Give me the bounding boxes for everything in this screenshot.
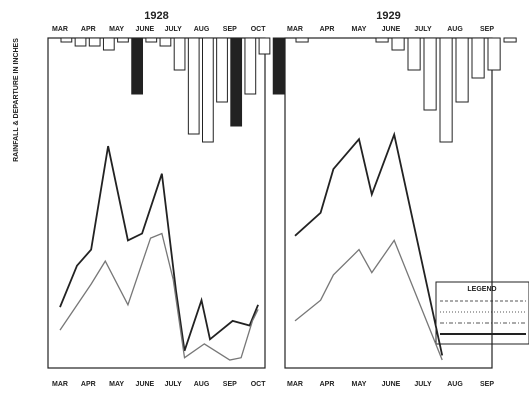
bar <box>102 37 115 51</box>
x-tick-label-top: AUG <box>194 26 210 33</box>
x-tick-label: OCT <box>251 381 267 388</box>
bar <box>503 37 517 43</box>
panel-title: 1929 <box>376 10 400 22</box>
x-tick-label-top: SEP <box>480 26 494 33</box>
bar <box>117 37 129 43</box>
bar <box>407 37 421 71</box>
x-tick-label: MAR <box>287 381 303 388</box>
bar <box>173 37 186 71</box>
bar <box>60 37 73 43</box>
x-tick-label-top: OCT <box>251 26 267 33</box>
x-tick-label: AUG <box>194 381 210 388</box>
line <box>59 232 259 361</box>
bar <box>230 37 243 127</box>
legend: LEGEND <box>435 281 529 345</box>
x-tick-label-top: MAR <box>52 26 68 33</box>
x-tick-label-top: APR <box>320 26 335 33</box>
x-tick-label-top: JUNE <box>382 26 401 33</box>
x-tick-label: JULY <box>414 381 432 388</box>
x-tick-label: JUNE <box>382 381 401 388</box>
bar <box>131 37 144 95</box>
x-tick-label: JUNE <box>136 381 155 388</box>
bar <box>295 37 309 43</box>
bar <box>202 37 214 143</box>
x-tick-label-top: JUNE <box>136 26 155 33</box>
x-tick-label: APR <box>320 381 335 388</box>
bar <box>258 37 271 55</box>
x-tick-label: SEP <box>223 381 237 388</box>
bar <box>74 37 87 47</box>
x-tick-label: MAY <box>352 381 367 388</box>
x-tick-label-top: MAY <box>352 26 367 33</box>
x-tick-label-top: APR <box>81 26 96 33</box>
bar <box>487 37 501 71</box>
legend-title: LEGEND <box>467 286 496 293</box>
x-tick-label: JULY <box>165 381 183 388</box>
x-tick-label: AUG <box>447 381 463 388</box>
x-tick-label-top: MAY <box>109 26 124 33</box>
x-tick-label-top: JULY <box>414 26 432 33</box>
bar <box>391 37 405 51</box>
line <box>59 145 259 352</box>
bar <box>88 37 101 47</box>
bar <box>159 37 172 47</box>
x-tick-label: APR <box>81 381 96 388</box>
bar <box>423 37 437 111</box>
bar <box>187 37 200 135</box>
x-tick-label-top: JULY <box>165 26 183 33</box>
bar <box>455 37 469 103</box>
bar <box>375 37 389 43</box>
bar <box>244 37 257 95</box>
bar <box>439 37 453 143</box>
panel-title: 1928 <box>144 10 168 22</box>
y-axis-label: RAINFALL & DEPARTURE IN INCHES <box>13 38 20 162</box>
x-tick-label: SEP <box>480 381 494 388</box>
line <box>294 239 443 361</box>
bar <box>216 37 228 103</box>
x-tick-label-top: SEP <box>223 26 237 33</box>
line <box>294 131 444 356</box>
bar <box>145 37 158 43</box>
bar <box>272 37 285 95</box>
x-tick-label: MAR <box>52 381 68 388</box>
bar <box>471 37 485 79</box>
x-tick-label-top: AUG <box>447 26 463 33</box>
x-tick-label-top: MAR <box>287 26 303 33</box>
x-tick-label: MAY <box>109 381 124 388</box>
